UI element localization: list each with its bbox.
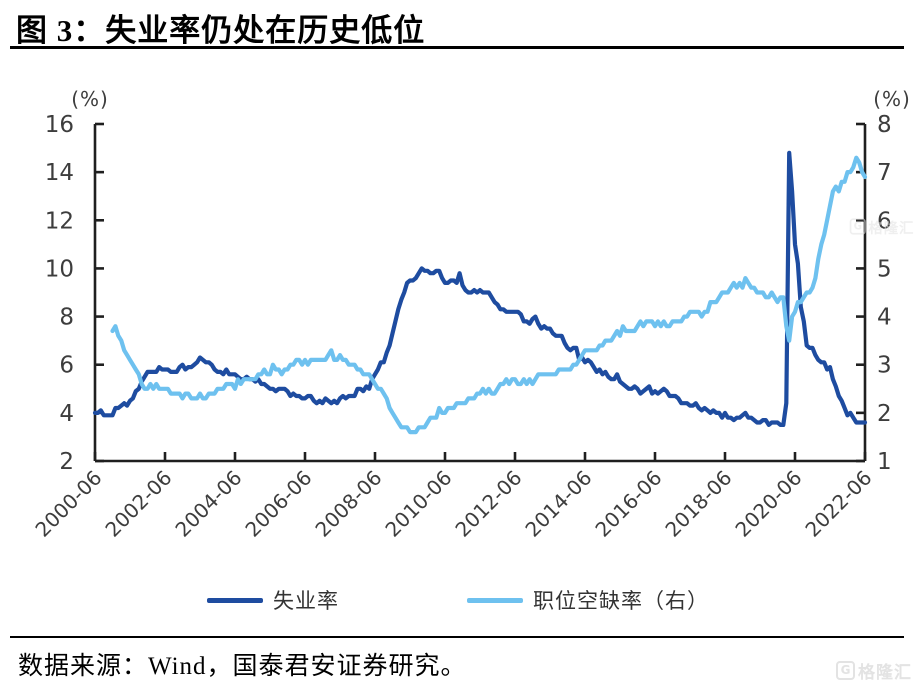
- title-underline: [10, 46, 904, 49]
- x-axis-tick-label: 2004-06: [170, 466, 246, 542]
- gelonghui-logo-icon: G: [849, 218, 866, 235]
- x-axis-tick-label: 2014-06: [520, 466, 596, 542]
- legend-item-job-openings: 职位空缺率（右）: [467, 585, 709, 615]
- unemployment-rate-line: [92, 150, 868, 427]
- x-axis-tick-label: 2010-06: [380, 466, 456, 542]
- left-axis-tick-label: 8: [59, 305, 74, 331]
- right-axis-unit-label: (%): [873, 87, 911, 111]
- left-axis-tick-label: 10: [45, 256, 74, 282]
- x-axis-tick-label: 2018-06: [660, 466, 736, 542]
- left-axis-tick-label: 4: [59, 401, 74, 427]
- x-axis-tick-label: 2002-06: [100, 466, 176, 542]
- right-axis-tick-label: 6: [877, 208, 892, 234]
- x-axis-tick-label: 2020-06: [730, 466, 806, 542]
- right-axis-tick-label: 8: [877, 112, 892, 138]
- right-axis-tick-label: 4: [877, 305, 892, 331]
- footer-divider: [10, 636, 904, 638]
- legend-item-unemployment: 失业率: [207, 585, 339, 615]
- figure-title: 图 3：失业率仍处在历史低位: [16, 13, 426, 48]
- gelonghui-watermark-corner: G 格隆汇: [836, 658, 912, 683]
- right-axis-tick-label: 2: [877, 401, 892, 427]
- unemployment-line-swatch: [207, 597, 263, 603]
- left-axis-tick-label: 14: [45, 160, 74, 186]
- gelonghui-watermark-mid: G 格隆汇: [849, 216, 915, 238]
- right-axis-tick-label: 1: [877, 449, 892, 475]
- x-axis-tick-label: 2022-06: [800, 466, 876, 542]
- right-axis-tick-label: 3: [877, 353, 892, 379]
- x-axis-tick-label: 2016-06: [590, 466, 666, 542]
- legend-label-job-openings: 职位空缺率（右）: [533, 589, 709, 613]
- x-axis-tick-label: 2000-06: [30, 466, 106, 542]
- x-axis-tick-label: 2008-06: [310, 466, 386, 542]
- axis-frame: [93, 124, 867, 463]
- right-axis-tick-label: 5: [877, 256, 892, 282]
- x-axis-tick-label: 2006-06: [240, 466, 316, 542]
- left-axis-tick-label: 12: [45, 208, 74, 234]
- job-openings-line-swatch: [467, 597, 523, 603]
- left-axis-unit-label: (%): [71, 87, 109, 111]
- job-openings-rate-line: [110, 155, 868, 435]
- chart-legend: 失业率 职位空缺率（右）: [0, 585, 916, 615]
- left-axis-tick-label: 16: [45, 112, 74, 138]
- data-source-note: 数据来源：Wind，国泰君安证券研究。: [18, 653, 467, 680]
- gelonghui-watermark-text: 格隆汇: [868, 220, 915, 238]
- x-axis-tick-label: 2012-06: [450, 466, 526, 542]
- legend-label-unemployment: 失业率: [273, 589, 339, 613]
- gelonghui-watermark-text: 格隆汇: [858, 663, 912, 683]
- right-axis-tick-label: 7: [877, 160, 892, 186]
- left-axis-tick-label: 6: [59, 353, 74, 379]
- left-axis-tick-label: 2: [59, 449, 74, 475]
- gelonghui-logo-icon: G: [836, 661, 855, 680]
